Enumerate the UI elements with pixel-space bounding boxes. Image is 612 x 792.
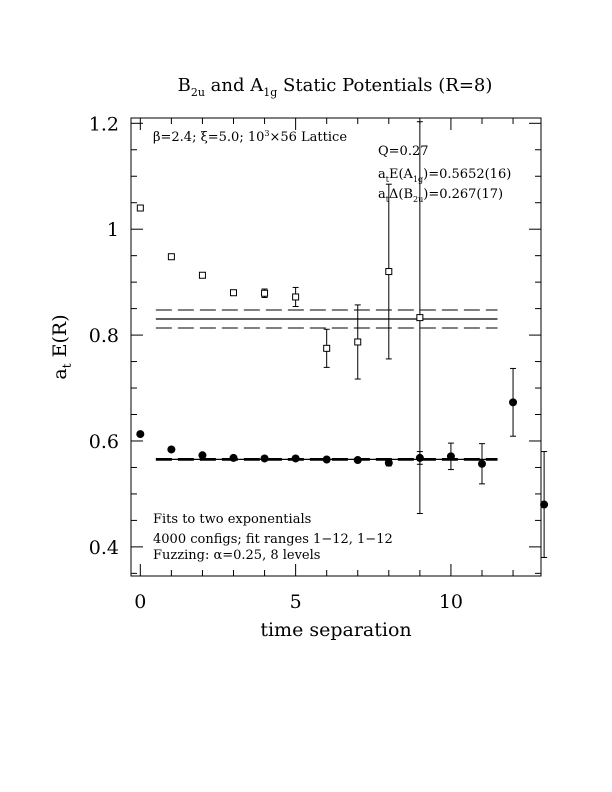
- title-part: Static Potentials (R=8): [277, 75, 492, 96]
- energy-sub: 1g: [413, 175, 423, 184]
- open-square-point: [416, 314, 424, 322]
- delta-a-sub: t: [386, 195, 390, 204]
- x-tick-label: 0: [134, 591, 146, 613]
- plot-frame: [130, 117, 542, 577]
- y-axis-label: at E(R): [49, 314, 74, 379]
- y-tick-label: 1.2: [89, 113, 119, 135]
- lattice-text: ×56 Lattice: [269, 130, 347, 145]
- x-tick-label: 5: [290, 591, 302, 613]
- y-label-part: E(R): [49, 314, 71, 363]
- y-tick-label: 0.6: [89, 431, 119, 453]
- title-part: B: [178, 75, 191, 96]
- filled-circle-point: [446, 452, 455, 461]
- q-annotation: Q=0.27: [378, 144, 429, 159]
- filled-circle-point: [229, 453, 238, 462]
- chart-title: B2u and A1g Static Potentials (R=8): [178, 75, 493, 99]
- fits-annotation-line: 4000 configs; fit ranges 1−12, 1−12: [153, 532, 393, 547]
- open-square-point: [354, 338, 362, 346]
- open-square-point: [230, 289, 237, 297]
- filled-circle-point: [509, 398, 518, 407]
- filled-circle-point: [415, 453, 424, 462]
- filled-circle-point: [198, 451, 207, 460]
- x-tick-label: 10: [439, 591, 463, 613]
- delta-annotation: atΔ(B2u)=0.267(17): [378, 187, 503, 204]
- filled-circle-point: [477, 459, 486, 468]
- y-label-sub: t: [60, 363, 74, 368]
- fits-annotation-line: Fits to two exponentials: [153, 512, 311, 527]
- delta-a: a: [378, 187, 386, 202]
- energy-text: E(A: [389, 167, 414, 182]
- x-axis-label: time separation: [260, 619, 411, 641]
- filled-circle-point: [384, 458, 393, 467]
- open-square-point: [385, 268, 393, 276]
- open-square-point: [323, 344, 331, 352]
- lattice-sup: 3: [264, 129, 269, 138]
- fit-bands: [155, 309, 498, 461]
- delta-text: Δ(B: [389, 187, 413, 202]
- filled-circle-point: [260, 454, 269, 463]
- lattice-text: β=2.4; ξ=5.0; 10: [153, 130, 264, 145]
- energy-a-sub: t: [386, 175, 390, 184]
- data-points: [136, 121, 549, 558]
- title-part: and A: [205, 75, 264, 96]
- open-square-point: [292, 293, 300, 301]
- filled-circle-point: [322, 455, 331, 464]
- filled-circle-point: [353, 456, 362, 465]
- filled-circle-point: [167, 445, 176, 454]
- title-sub: 1g: [263, 86, 277, 99]
- energy-text: )=0.5652(16): [423, 167, 511, 182]
- open-square-point: [198, 271, 206, 279]
- x-tick-labels: 0 5 10: [134, 591, 463, 613]
- title-sub: 2u: [191, 86, 205, 99]
- y-label-part: a: [49, 368, 71, 379]
- delta-sub: 2u: [413, 195, 423, 204]
- filled-circle-point: [136, 430, 145, 439]
- filled-circle-point: [540, 500, 549, 509]
- y-tick-label: 0.4: [89, 537, 119, 559]
- y-tick-label: 0.8: [89, 325, 119, 347]
- open-square-point: [261, 289, 269, 297]
- energy-annotation: atE(A1g)=0.5652(16): [378, 167, 511, 184]
- axis-ticks: [131, 118, 541, 576]
- energy-a: a: [378, 167, 386, 182]
- y-tick-labels: 0.4 0.6 0.8 1 1.2: [89, 113, 119, 559]
- filled-circle-point: [291, 454, 300, 463]
- lattice-annotation: β=2.4; ξ=5.0; 103×56 Lattice: [153, 129, 347, 145]
- y-tick-label: 1: [107, 219, 119, 241]
- open-square-point: [167, 253, 175, 261]
- fits-annotation-line: Fuzzing: α=0.25, 8 levels: [153, 548, 320, 563]
- open-square-point: [136, 204, 144, 212]
- delta-text: )=0.267(17): [423, 187, 503, 202]
